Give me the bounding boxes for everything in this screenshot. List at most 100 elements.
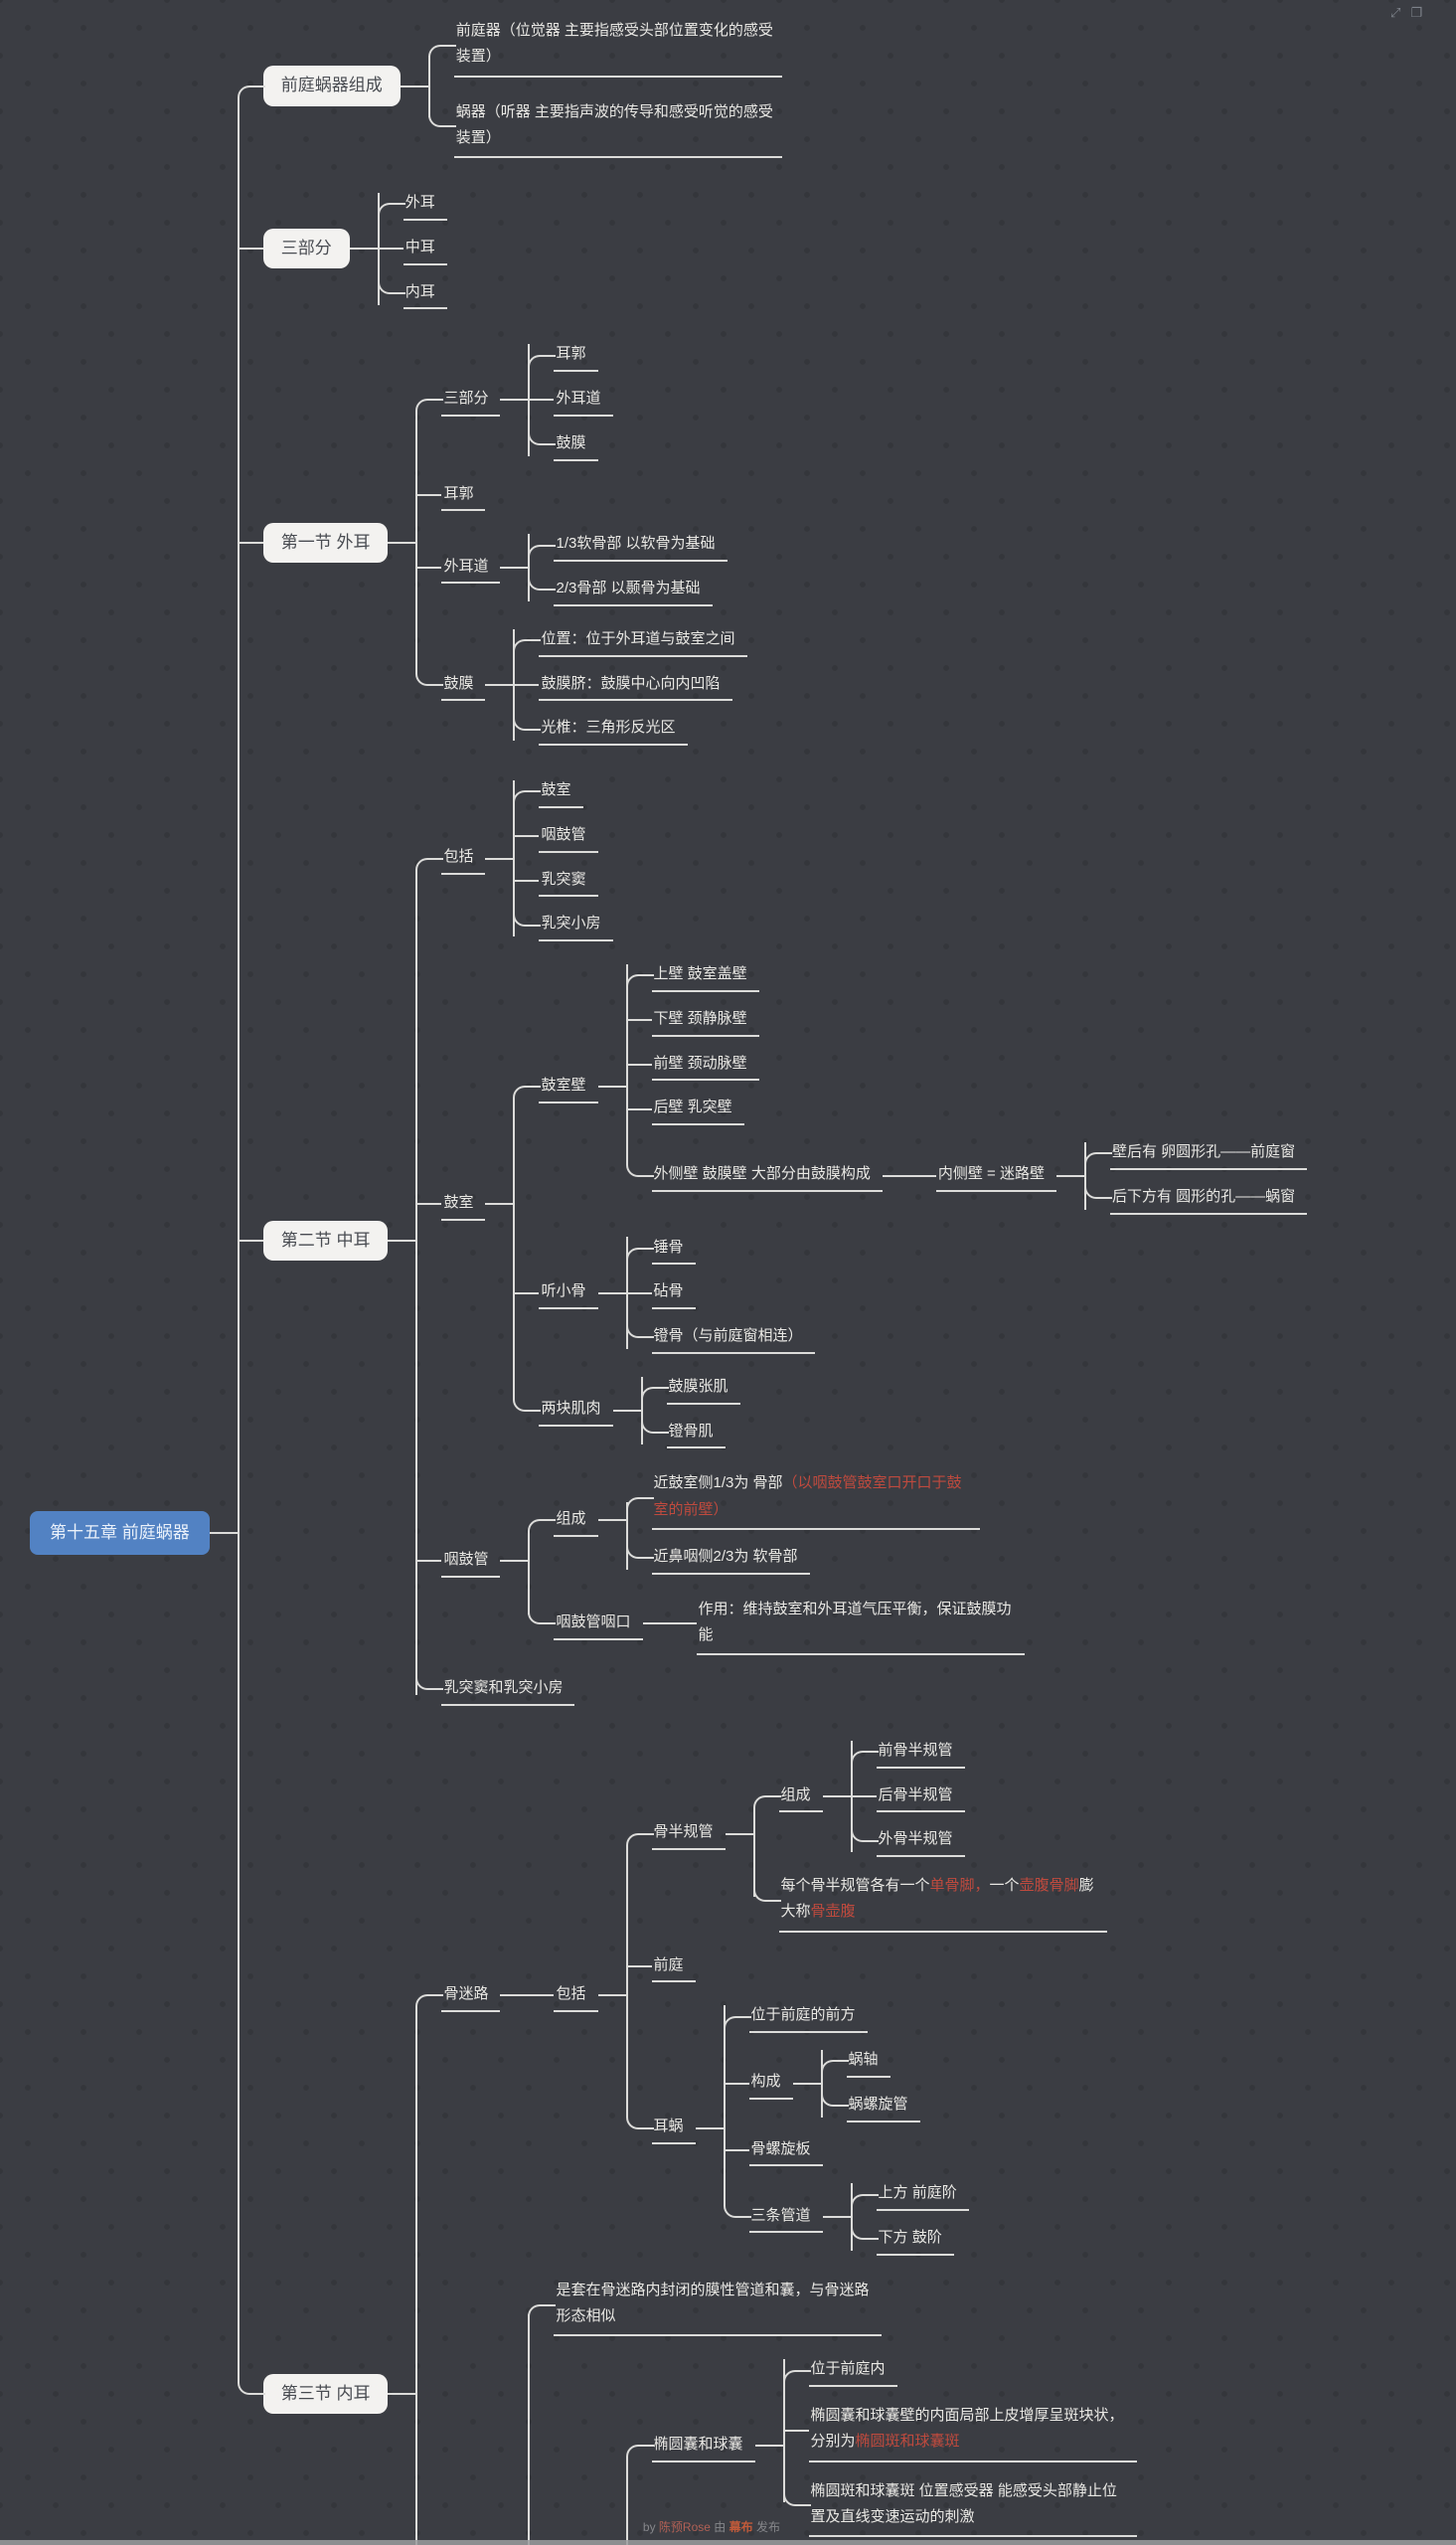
mindmap-node-label[interactable]: 后壁 乳突壁 xyxy=(651,1093,744,1125)
mindmap-node-label[interactable]: 是套在骨迷路内封闭的膜性管道和囊，与骨迷路形态相似 xyxy=(554,2274,883,2337)
mindmap-node-label[interactable]: 前庭 xyxy=(651,1951,696,1983)
node-three-parts-label[interactable]: 三部分 xyxy=(262,229,350,269)
mindmap-node-label[interactable]: 下方 鼓阶 xyxy=(876,2223,954,2256)
mindmap-node-label[interactable]: 咽鼓管 xyxy=(539,820,598,853)
node-section3-inner-ear-label[interactable]: 第三节 内耳 xyxy=(262,2373,389,2414)
mindmap-child-row: 包括 鼓室咽鼓管乳突窦乳突小房 xyxy=(415,775,1307,981)
mindmap-node-label[interactable]: 组成 xyxy=(778,1781,823,1813)
mindmap-node-label[interactable]: 蜗轴 xyxy=(846,2045,890,2078)
mindmap-node-label[interactable]: 上方 前庭阶 xyxy=(876,2178,969,2211)
mindmap-node-label[interactable]: 椭圆斑和球囊斑 位置感受器 能感受头部静止位置及直线变速运动的刺激 xyxy=(808,2474,1137,2537)
mindmap-node-label[interactable]: 耳郭 xyxy=(441,479,486,512)
mindmap-node-label[interactable]: 蜗器（听器 主要指声波的传导和感受听觉的感受装置） xyxy=(453,95,782,158)
mindmap-node-label[interactable]: 耳郭 xyxy=(554,339,598,372)
mindmap-node-label[interactable]: 作用：维持鼓室和外耳道气压平衡，保证鼓膜功能 xyxy=(696,1593,1025,1655)
mindmap-child-row: 组成 前骨半规管后骨半规管外骨半规管 xyxy=(752,1736,1107,1898)
mindmap-node-label[interactable]: 骨半规管 xyxy=(651,1817,726,1850)
node-section1-outer-ear-label[interactable]: 第一节 外耳 xyxy=(262,522,389,563)
node-text: 中耳 xyxy=(404,238,435,255)
mindmap-node-label[interactable]: 砧骨 xyxy=(651,1276,696,1309)
mindmap-node-label[interactable]: 外侧壁 鼓膜壁 大部分由鼓膜构成 xyxy=(651,1159,883,1193)
mindmap-node-label[interactable]: 外骨半规管 xyxy=(876,1824,965,1857)
mindmap-node-label[interactable]: 骨螺旋板 xyxy=(748,2134,823,2167)
root-node-label[interactable]: 第十五章 前庭蜗器 xyxy=(30,1510,210,1555)
mindmap-node-label[interactable]: 中耳 xyxy=(403,233,447,265)
horizontal-scrollbar[interactable] xyxy=(0,2540,1456,2545)
mindmap-node-label[interactable]: 后骨半规管 xyxy=(876,1781,965,1813)
mindmap-node-label[interactable]: 鼓膜张肌 xyxy=(666,1372,740,1405)
mindmap-node-label[interactable]: 前壁 颈动脉壁 xyxy=(651,1049,759,1082)
mindmap-child-row: 中耳 xyxy=(377,193,447,304)
mindmap-node-label[interactable]: 上壁 鼓室盖壁 xyxy=(651,959,759,992)
mindmap-node-label[interactable]: 前骨半规管 xyxy=(876,1736,965,1769)
mindmap-node-label[interactable]: 三条管道 xyxy=(748,2201,823,2234)
mindmap-child-row: 作用：维持鼓室和外耳道气压平衡，保证鼓膜功能 xyxy=(670,1593,1025,1655)
mindmap-node-label[interactable]: 近鼓室侧1/3为 骨部（以咽鼓管鼓室口开口于鼓室的前壁） xyxy=(651,1466,980,1530)
mindmap-node-label[interactable]: 两块肌肉 xyxy=(539,1394,613,1427)
mindmap-node-label[interactable]: 下壁 颈静脉壁 xyxy=(651,1004,759,1037)
corner-toolbar: ⤢ ❐ xyxy=(1390,6,1422,19)
mindmap-child-row: 蜗螺旋管 xyxy=(820,2050,920,2122)
mindmap-branch: 内耳 xyxy=(403,277,447,310)
mindmap-node-label[interactable]: 每个骨半规管各有一个单骨脚，一个壶腹骨脚膨大称骨壶腹 xyxy=(778,1869,1107,1933)
mindmap-node-label[interactable]: 位于前庭的前方 xyxy=(748,2000,868,2033)
mindmap-node-label[interactable]: 包括 xyxy=(441,842,486,875)
mindmap-node-label[interactable]: 1/3软骨部 以软骨为基础 xyxy=(554,529,728,562)
mindmap-node-label[interactable]: 椭圆囊和球囊壁的内面局部上皮增厚呈斑块状，分别为椭圆斑和球囊斑 xyxy=(808,2399,1137,2462)
node-text: 前壁 颈动脉壁 xyxy=(653,1054,747,1072)
mindmap-node-label[interactable]: 乳突小房 xyxy=(539,909,613,941)
mindmap-node-label[interactable]: 内耳 xyxy=(403,277,447,310)
mindmap-child-row: 砧骨 xyxy=(625,1237,815,1349)
mindmap-node-label[interactable]: 鼓室壁 xyxy=(539,1071,598,1103)
mindmap-node-label[interactable]: 锤骨 xyxy=(651,1233,696,1266)
mindmap-node-label[interactable]: 后下方有 圆形的孔——蜗窗 xyxy=(1109,1182,1308,1215)
mindmap-node-label[interactable]: 咽鼓管咽口 xyxy=(554,1608,643,1640)
mindmap-node-label[interactable]: 镫骨（与前庭窗相连） xyxy=(651,1321,815,1354)
mindmap-child-row: 听小骨 锤骨砧骨镫骨（与前庭窗相连） xyxy=(513,1192,1307,1395)
mindmap-node-label[interactable]: 构成 xyxy=(748,2067,793,2101)
mindmap-node-label[interactable]: 听小骨 xyxy=(539,1276,598,1309)
mindmap-child-row: 光椎：三角形反光区 xyxy=(513,673,746,746)
mindmap-node-label[interactable]: 咽鼓管 xyxy=(441,1545,501,1578)
node-text: 椭圆囊和球囊壁的内面局部上皮增厚呈斑块状，分别为 xyxy=(810,2407,1124,2451)
mindmap-node-label[interactable]: 位于前庭内 xyxy=(808,2354,897,2387)
mindmap-node-label[interactable]: 三部分 xyxy=(441,384,501,417)
window-icon[interactable]: ❐ xyxy=(1410,5,1422,20)
mindmap-children: 作用：维持鼓室和外耳道气压平衡，保证鼓膜功能 xyxy=(642,1593,1025,1655)
mindmap-node-label[interactable]: 乳突窦和乳突小房 xyxy=(441,1673,575,1706)
mindmap-children: 位于前庭的前方 构成 蜗轴蜗螺旋管 骨螺旋板三条管道 上方 前庭阶 下方 鼓阶 xyxy=(695,2000,969,2256)
mindmap-branch: 壁后有 卵圆形孔——前庭窗 xyxy=(1109,1137,1308,1170)
mindmap-child-row: 位于前庭内 xyxy=(782,2354,1137,2427)
mindmap-node-label[interactable]: 蜗螺旋管 xyxy=(846,2090,920,2122)
highlight-text: 骨壶腹 xyxy=(810,1903,856,1921)
mindmap-node-label[interactable]: 近鼻咽侧2/3为 软骨部 xyxy=(651,1542,810,1575)
mindmap-node-label[interactable]: 鼓膜 xyxy=(554,428,598,461)
mindmap-node-label[interactable]: 鼓膜 xyxy=(441,669,486,702)
mindmap-node-label[interactable]: 鼓膜脐：鼓膜中心向内凹陷 xyxy=(539,669,732,702)
mindmap-node-label[interactable]: 外耳道 xyxy=(441,552,501,585)
mindmap-node-label[interactable]: 耳蜗 xyxy=(651,2112,696,2144)
watermark-brand-link[interactable]: 幕布 xyxy=(728,2520,753,2534)
mindmap-node-label[interactable]: 壁后有 卵圆形孔——前庭窗 xyxy=(1109,1137,1308,1170)
mindmap-node-label[interactable]: 包括 xyxy=(554,1979,598,2012)
mindmap-node-label[interactable]: 鼓室 xyxy=(441,1188,486,1221)
mindmap-branch: 上壁 鼓室盖壁 xyxy=(651,959,759,992)
mindmap-node-label[interactable]: 骨迷路 xyxy=(441,1979,501,2012)
node-section2-middle-ear-label[interactable]: 第二节 中耳 xyxy=(262,1220,389,1261)
mindmap-node-label[interactable]: 2/3骨部 以颞骨为基础 xyxy=(554,574,713,606)
mindmap-node-label[interactable]: 外耳道 xyxy=(554,384,613,417)
mindmap-node-label[interactable]: 位置：位于外耳道与鼓室之间 xyxy=(539,624,747,657)
mindmap-node-label[interactable]: 前庭器（位觉器 主要指感受头部位置变化的感受装置） xyxy=(453,14,782,78)
mindmap-node-label[interactable]: 乳突窦 xyxy=(539,865,598,898)
fullscreen-icon[interactable]: ⤢ xyxy=(1389,5,1401,20)
node-text: 前庭 xyxy=(653,1955,684,1973)
mindmap-node-label[interactable]: 外耳 xyxy=(403,188,447,221)
mindmap-children: 是套在骨迷路内封闭的膜性管道和囊，与骨迷路形态相似包括椭圆囊和球囊位于前庭内椭圆… xyxy=(528,2274,1137,2545)
mindmap-node-label[interactable]: 鼓室 xyxy=(539,775,583,808)
mindmap-node-label[interactable]: 内侧壁 = 迷路壁 xyxy=(935,1159,1056,1193)
mindmap-node-label[interactable]: 光椎：三角形反光区 xyxy=(539,713,688,746)
node-composition-label[interactable]: 前庭蜗器组成 xyxy=(262,66,401,106)
mindmap-node-label[interactable]: 椭圆囊和球囊 xyxy=(651,2430,755,2462)
mindmap-node-label[interactable]: 镫骨肌 xyxy=(666,1417,726,1449)
mindmap-node-label[interactable]: 组成 xyxy=(554,1504,598,1537)
